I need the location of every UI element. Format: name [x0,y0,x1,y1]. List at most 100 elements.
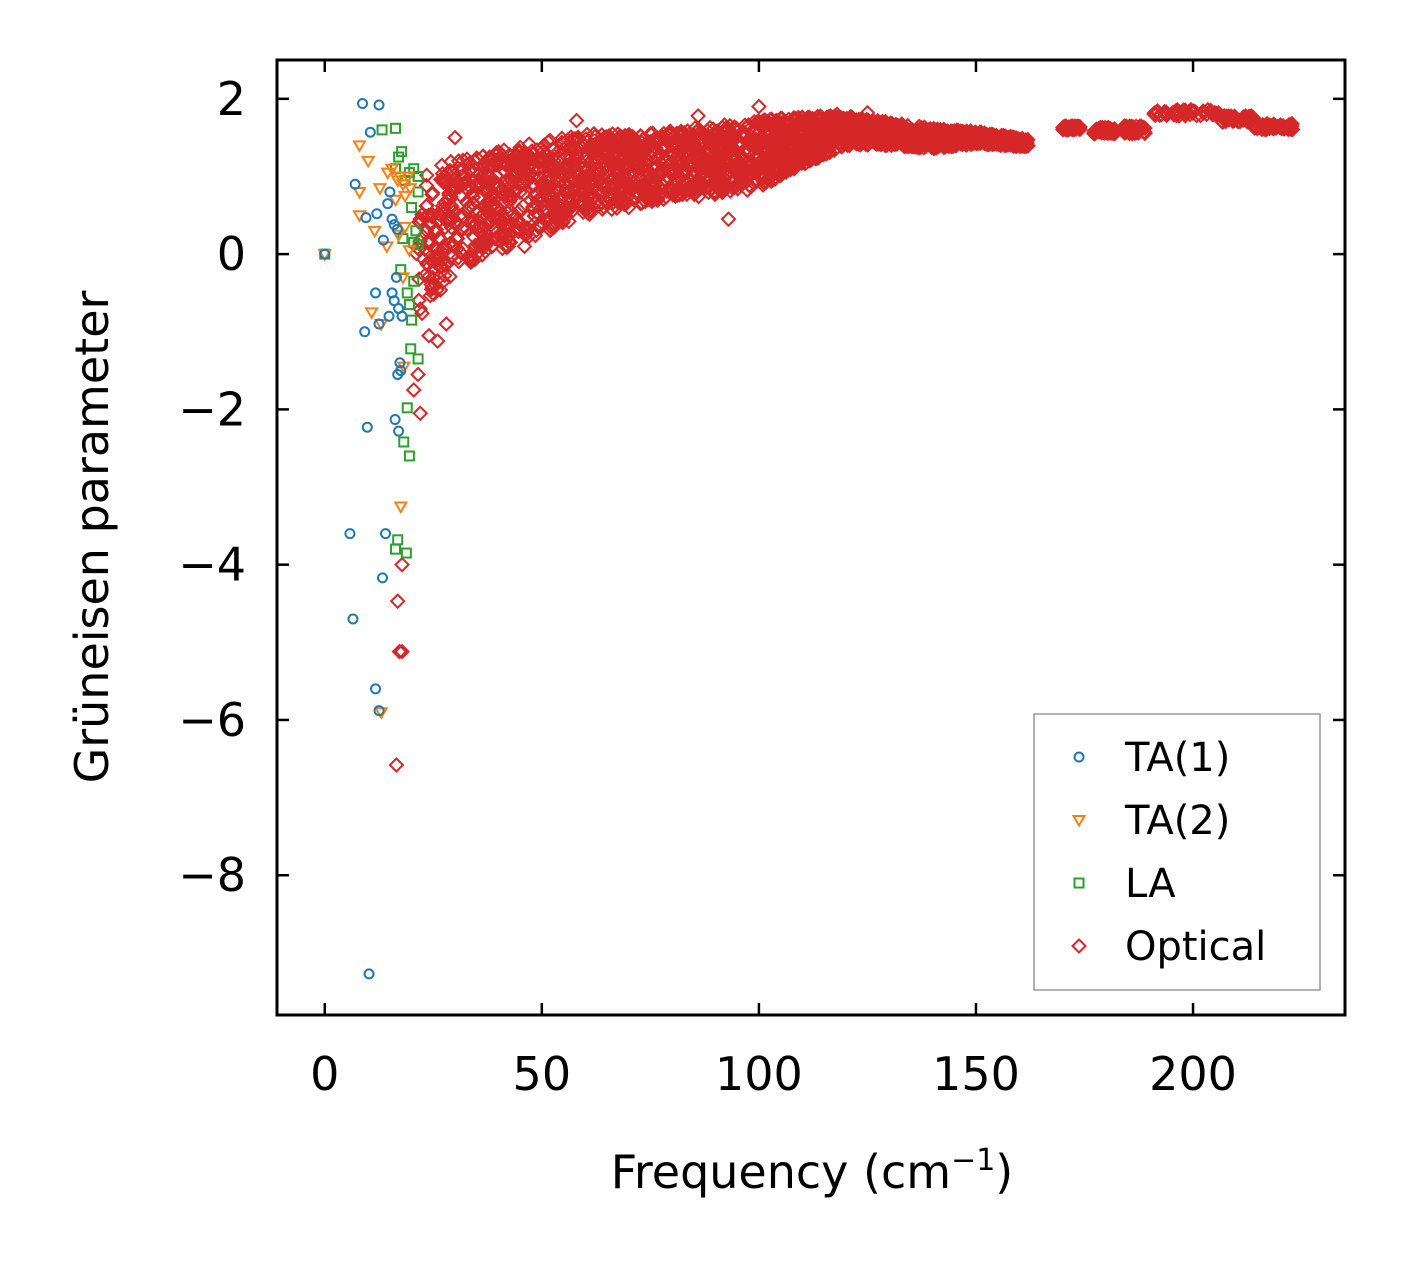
data-point-ta-2- [402,245,417,258]
optical-band-point [804,149,821,166]
optical-band-point [548,201,565,218]
optical-cluster-point [1146,105,1163,122]
optical-band-point [617,127,633,144]
data-point-optical [642,125,659,142]
optical-band-point [779,139,796,156]
y-axis-title: Grüneisen parameter [65,290,119,783]
data-point-la [390,122,402,134]
optical-band-point [909,121,925,138]
optical-cluster-point [1238,109,1255,126]
optical-band-point [758,162,775,179]
data-point-ta-1- [373,705,385,717]
optical-band-point [666,128,683,145]
optical-band-point [416,267,433,284]
data-point-ta-1- [319,248,331,260]
optical-band-point [790,153,807,170]
optical-band-point [600,151,617,167]
optical-cluster-point [1118,121,1134,138]
optical-band-point [671,158,688,174]
data-point-optical [394,556,410,573]
legend-label: Optical [1125,924,1266,970]
optical-band-point [700,184,717,201]
optical-band-point [640,191,656,208]
optical-band-point [673,139,689,156]
optical-band-point [726,170,743,187]
optical-band-point [600,128,617,145]
data-point-la [396,146,408,158]
optical-band-point [655,140,672,157]
data-point-ta-1- [373,99,385,111]
optical-band [408,101,1301,322]
optical-band-point [764,132,781,149]
optical-band-point [468,150,485,166]
legend-marker-ta-2- [1071,815,1087,828]
optical-band-point [492,178,509,195]
optical-cluster-point [1095,122,1112,139]
data-point-ta-2- [393,501,408,514]
optical-band-point [811,120,827,137]
optical-band-point [419,197,436,214]
x-axis-title: Frequency (cm−1) [611,1143,1014,1199]
data-point-la [408,275,420,287]
optical-band-point [585,189,601,206]
data-point-ta-1- [391,223,403,235]
optical-band-point [684,178,701,195]
data-point-la [406,202,418,214]
optical-band-point [492,202,509,219]
optical-band-point [729,180,746,197]
optical-band-point [646,131,663,148]
optical-band-point [601,134,618,151]
legend-label: LA [1125,861,1176,907]
optical-band-point [485,177,502,193]
data-point-ta-1- [373,318,385,330]
optical-band-point [500,188,517,205]
optical-band-point [816,139,833,156]
optical-band-point [798,140,815,157]
optical-band-point [465,189,482,206]
optical-band-point [546,148,562,164]
data-point-ta-1- [383,310,395,322]
optical-band-point [707,171,724,188]
optical-band-point [716,134,733,150]
optical-band-point [578,167,595,184]
legend-marker-la [1073,877,1085,889]
optical-band-point [442,188,459,205]
optical-band-point [511,216,528,233]
optical-band-point [522,192,539,209]
optical-band-point [509,153,526,170]
optical-band-point [467,237,484,254]
optical-band-point [597,192,614,209]
data-point-ta-2- [352,186,367,200]
optical-cluster-point [1071,120,1088,137]
data-point-la [398,436,410,448]
data-point-la [412,170,424,182]
optical-band-point [817,133,834,150]
data-point-la [410,225,422,237]
optical-band-point [448,230,464,247]
optical-band-point [555,161,572,178]
data-point-optical [429,333,446,349]
optical-band-point [476,206,492,222]
optical-band-point [834,130,851,147]
data-point-ta-1- [347,613,359,625]
optical-band-point [811,112,827,128]
optical-band-point [760,171,777,188]
optical-band-point [461,200,478,217]
data-point-ta-1- [389,413,401,425]
optical-band-point [788,130,805,147]
x-tick-label: 50 [513,1047,572,1101]
data-point-optical [391,643,408,660]
optical-band-point [768,129,785,146]
optical-band-point [718,137,735,154]
optical-band-point [505,206,522,222]
optical-band-point [501,193,518,210]
optical-band-point [496,224,513,240]
optical-band-point [472,225,489,242]
optical-band-point [702,119,718,136]
optical-band-point [836,114,853,131]
legend-label: TA(1) [1124,735,1230,781]
optical-band-point [442,153,459,170]
data-point-optical [768,112,785,129]
optical-band-point [565,132,582,149]
data-point-optical [829,106,845,123]
